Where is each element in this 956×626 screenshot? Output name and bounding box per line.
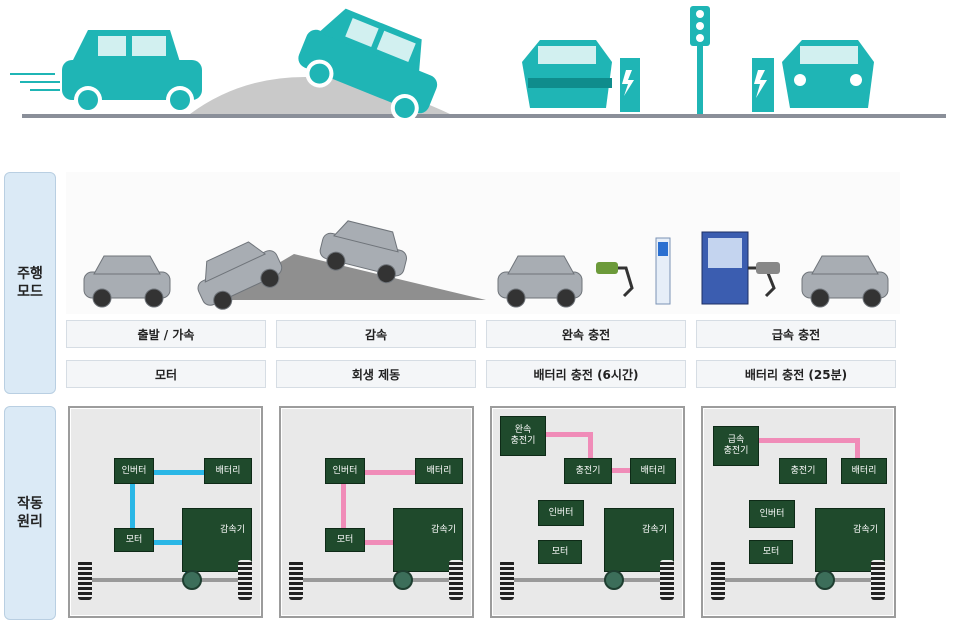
car-icon: [197, 241, 283, 310]
battery-box: 배터리: [630, 458, 676, 484]
car-icon: [83, 255, 171, 308]
motor-box: 모터: [325, 528, 365, 552]
battery-box: 배터리: [841, 458, 887, 484]
charger-box: 충전기: [779, 458, 827, 484]
top-illustration: [10, 6, 946, 123]
battery-box: 배터리: [204, 458, 252, 484]
mode-source-label: 회생 제동: [276, 360, 476, 388]
mode-source-label: 모터: [66, 360, 266, 388]
battery-box: 배터리: [415, 458, 463, 484]
principle-panel-slow-charge: 완속 충전기 충전기 배터리 인버터 모터 감속기: [490, 406, 685, 618]
mode-name-label: 출발 / 가속: [66, 320, 266, 348]
slow-charger-icon: [596, 237, 671, 305]
slow-charger-box: 완속 충전기: [500, 416, 546, 456]
motor-box: 모터: [538, 540, 582, 564]
principle-panel-accel: 인버터 배터리 모터 감속기: [68, 406, 263, 618]
inverter-box: 인버터: [749, 500, 795, 528]
mode-name-label: 완속 충전: [486, 320, 686, 348]
car-uphill-icon: [298, 8, 438, 123]
drive-mode-side-label: 주행 모드: [4, 172, 56, 394]
drive-mode-illustration: [66, 172, 900, 314]
car-driving-icon: [62, 30, 202, 114]
car-charging-icon: [522, 40, 640, 112]
car-icon: [319, 220, 408, 284]
inverter-box: 인버터: [538, 500, 584, 526]
fast-charger-icon: [701, 231, 780, 305]
mode-name-label: 급속 충전: [696, 320, 896, 348]
inverter-box: 인버터: [325, 458, 365, 484]
car-icon: [801, 255, 889, 308]
charger-box: 충전기: [564, 458, 612, 484]
car-icon: [497, 255, 583, 308]
charger-station-icon: [752, 40, 874, 112]
principle-side-label: 작동 원리: [4, 406, 56, 620]
inverter-box: 인버터: [114, 458, 154, 484]
fast-charger-box: 급속 충전기: [713, 426, 759, 466]
motor-box: 모터: [114, 528, 154, 552]
mode-source-label: 배터리 충전 (25분): [696, 360, 896, 388]
principle-panel-decel: 인버터 배터리 모터 감속기: [279, 406, 474, 618]
traffic-light-icon: [690, 6, 710, 114]
mode-name-label: 감속: [276, 320, 476, 348]
motor-box: 모터: [749, 540, 793, 564]
mode-source-label: 배터리 충전 (6시간): [486, 360, 686, 388]
principle-panel-fast-charge: 급속 충전기 충전기 배터리 인버터 모터 감속기: [701, 406, 896, 618]
